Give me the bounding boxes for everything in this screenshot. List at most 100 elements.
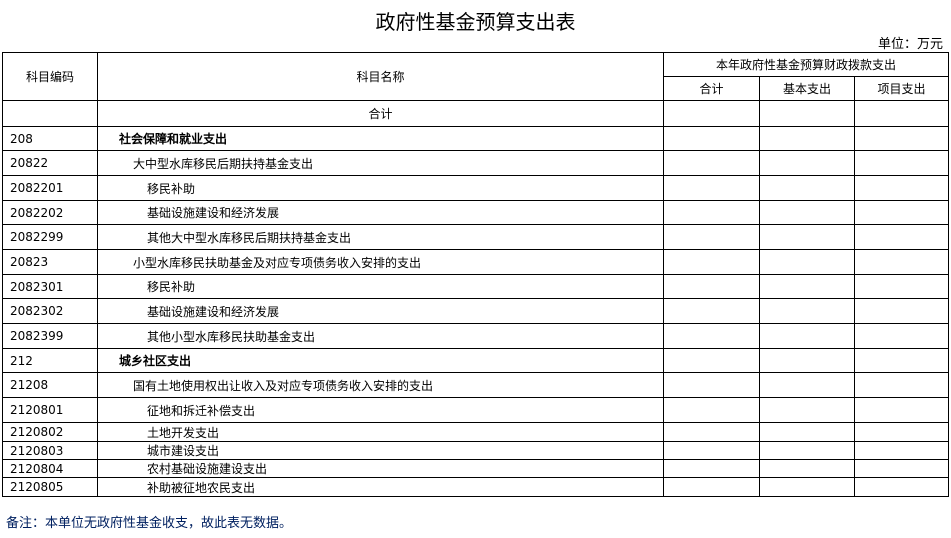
- total-code-cell: [2, 100, 98, 127]
- basic-cell: [759, 477, 855, 497]
- row-code: 2082399: [2, 323, 98, 349]
- row-name: 移民补助: [97, 175, 664, 201]
- row-name: 社会保障和就业支出: [97, 126, 664, 151]
- table-row: 2082299 其他大中型水库移民后期扶持基金支出: [2, 224, 949, 250]
- basic-cell: [759, 459, 855, 478]
- basic-cell: [759, 372, 855, 398]
- basic-cell: [759, 175, 855, 201]
- total-cell: [663, 249, 760, 275]
- header-group: 本年政府性基金预算财政拨款支出: [663, 52, 949, 77]
- total-cell: [663, 100, 760, 127]
- project-cell: [854, 150, 949, 176]
- basic-cell: [759, 274, 855, 299]
- total-cell: [663, 200, 760, 225]
- header-basic: 基本支出: [759, 76, 855, 101]
- table-row: 2082302 基础设施建设和经济发展: [2, 298, 949, 324]
- row-name: 城乡社区支出: [97, 348, 664, 373]
- project-cell: [854, 477, 949, 497]
- row-name: 其他大中型水库移民后期扶持基金支出: [97, 224, 664, 250]
- footnote: 备注：本单位无政府性基金收支，故此表无数据。: [6, 516, 293, 531]
- project-cell: [854, 422, 949, 442]
- row-name: 基础设施建设和经济发展: [97, 200, 664, 225]
- total-row: 合计: [2, 100, 949, 127]
- table-row: 2082202 基础设施建设和经济发展: [2, 200, 949, 225]
- basic-cell: [759, 200, 855, 225]
- row-code: 2120804: [2, 459, 98, 478]
- basic-cell: [759, 441, 855, 460]
- project-cell: [854, 100, 949, 127]
- header-name: 科目名称: [97, 52, 664, 101]
- basic-cell: [759, 422, 855, 442]
- total-cell: [663, 397, 760, 423]
- table-row: 2082201 移民补助: [2, 175, 949, 201]
- basic-cell: [759, 348, 855, 373]
- header-code: 科目编码: [2, 52, 98, 101]
- row-name: 移民补助: [97, 274, 664, 299]
- table-row: 2120805 补助被征地农民支出: [2, 477, 949, 497]
- row-name: 小型水库移民扶助基金及对应专项债务收入安排的支出: [97, 249, 664, 275]
- project-cell: [854, 397, 949, 423]
- unit-label: 单位：万元: [877, 37, 943, 52]
- total-cell: [663, 323, 760, 349]
- total-cell: [663, 274, 760, 299]
- row-name: 农村基础设施建设支出: [97, 459, 664, 478]
- table-row: 2120801 征地和拆迁补偿支出: [2, 397, 949, 423]
- table-row: 20823 小型水库移民扶助基金及对应专项债务收入安排的支出: [2, 249, 949, 275]
- row-code: 21208: [2, 372, 98, 398]
- basic-cell: [759, 224, 855, 250]
- project-cell: [854, 224, 949, 250]
- table-row: 2120804 农村基础设施建设支出: [2, 459, 949, 478]
- row-code: 2082202: [2, 200, 98, 225]
- project-cell: [854, 348, 949, 373]
- total-cell: [663, 126, 760, 151]
- project-cell: [854, 441, 949, 460]
- basic-cell: [759, 323, 855, 349]
- header-total: 合计: [663, 76, 760, 101]
- table-row: 20822 大中型水库移民后期扶持基金支出: [2, 150, 949, 176]
- total-cell: [663, 441, 760, 460]
- row-name: 补助被征地农民支出: [97, 477, 664, 497]
- table-row: 21208 国有土地使用权出让收入及对应专项债务收入安排的支出: [2, 372, 949, 398]
- row-code: 212: [2, 348, 98, 373]
- total-cell: [663, 459, 760, 478]
- row-name: 其他小型水库移民扶助基金支出: [97, 323, 664, 349]
- total-cell: [663, 298, 760, 324]
- table-row: 2082399 其他小型水库移民扶助基金支出: [2, 323, 949, 349]
- total-cell: [663, 348, 760, 373]
- row-code: 20822: [2, 150, 98, 176]
- total-cell: [663, 422, 760, 442]
- project-cell: [854, 323, 949, 349]
- basic-cell: [759, 397, 855, 423]
- row-name: 基础设施建设和经济发展: [97, 298, 664, 324]
- total-cell: [663, 150, 760, 176]
- row-code: 2120802: [2, 422, 98, 442]
- project-cell: [854, 175, 949, 201]
- total-row-label: 合计: [97, 100, 664, 127]
- basic-cell: [759, 298, 855, 324]
- project-cell: [854, 200, 949, 225]
- row-code: 20823: [2, 249, 98, 275]
- basic-cell: [759, 249, 855, 275]
- expenditure-table: 科目编码 科目名称 本年政府性基金预算财政拨款支出 合计 基本支出 项目支出 合…: [2, 52, 949, 497]
- table-row: 2082301 移民补助: [2, 274, 949, 299]
- total-cell: [663, 372, 760, 398]
- table-row: 208 社会保障和就业支出: [2, 126, 949, 151]
- row-name: 国有土地使用权出让收入及对应专项债务收入安排的支出: [97, 372, 664, 398]
- row-name: 城市建设支出: [97, 441, 664, 460]
- basic-cell: [759, 100, 855, 127]
- row-name: 土地开发支出: [97, 422, 664, 442]
- row-code: 2082302: [2, 298, 98, 324]
- project-cell: [854, 126, 949, 151]
- row-name: 大中型水库移民后期扶持基金支出: [97, 150, 664, 176]
- table-row: 2120803 城市建设支出: [2, 441, 949, 460]
- table-row: 2120802 土地开发支出: [2, 422, 949, 442]
- row-code: 2082299: [2, 224, 98, 250]
- row-code: 2082301: [2, 274, 98, 299]
- row-code: 2120805: [2, 477, 98, 497]
- row-code: 2082201: [2, 175, 98, 201]
- page-title: 政府性基金预算支出表: [375, 10, 576, 34]
- basic-cell: [759, 150, 855, 176]
- row-code: 2120803: [2, 441, 98, 460]
- project-cell: [854, 372, 949, 398]
- row-code: 2120801: [2, 397, 98, 423]
